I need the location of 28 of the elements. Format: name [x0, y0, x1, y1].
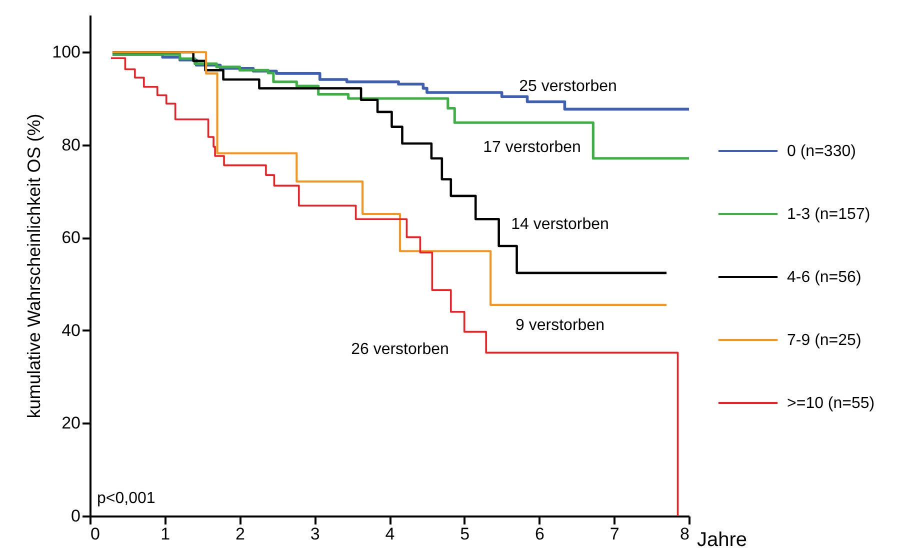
annotation: 9 verstorben — [516, 317, 604, 334]
legend-label: 0 (n=330) — [787, 143, 856, 160]
y-tick-label: 80 — [62, 135, 80, 154]
x-tick-label: 0 — [90, 524, 100, 544]
y-tick-label: 0 — [71, 506, 80, 526]
y-tick-label: 100 — [52, 42, 80, 62]
annotation: p<0,001 — [97, 490, 156, 507]
y-tick-label: 20 — [62, 414, 80, 433]
legend-label: >=10 (n=55) — [787, 395, 875, 412]
x-tick-label: 2 — [236, 524, 245, 544]
y-tick-label: 60 — [62, 228, 80, 248]
x-tick-label: 4 — [385, 524, 395, 544]
legend-label: 4-6 (n=56) — [787, 269, 862, 286]
annotation: 25 verstorben — [519, 78, 617, 95]
x-tick-label: 8 — [680, 524, 690, 544]
y-axis-title: kumulative Wahrscheinlichkeit OS (%) — [24, 114, 44, 418]
x-tick-label: 3 — [310, 524, 320, 544]
x-tick-label: 6 — [535, 524, 544, 544]
y-tick-label: 40 — [62, 320, 80, 340]
x-axis-title: Jahre — [697, 529, 748, 551]
x-tick-label: 7 — [610, 524, 620, 544]
annotation: 17 verstorben — [483, 139, 581, 156]
annotation: 14 verstorben — [511, 216, 609, 233]
legend-label: 1-3 (n=157) — [787, 206, 870, 223]
annotation: 26 verstorben — [351, 341, 449, 358]
x-tick-label: 1 — [160, 524, 170, 544]
x-tick-label: 5 — [460, 524, 470, 544]
legend-label: 7-9 (n=25) — [787, 332, 862, 349]
